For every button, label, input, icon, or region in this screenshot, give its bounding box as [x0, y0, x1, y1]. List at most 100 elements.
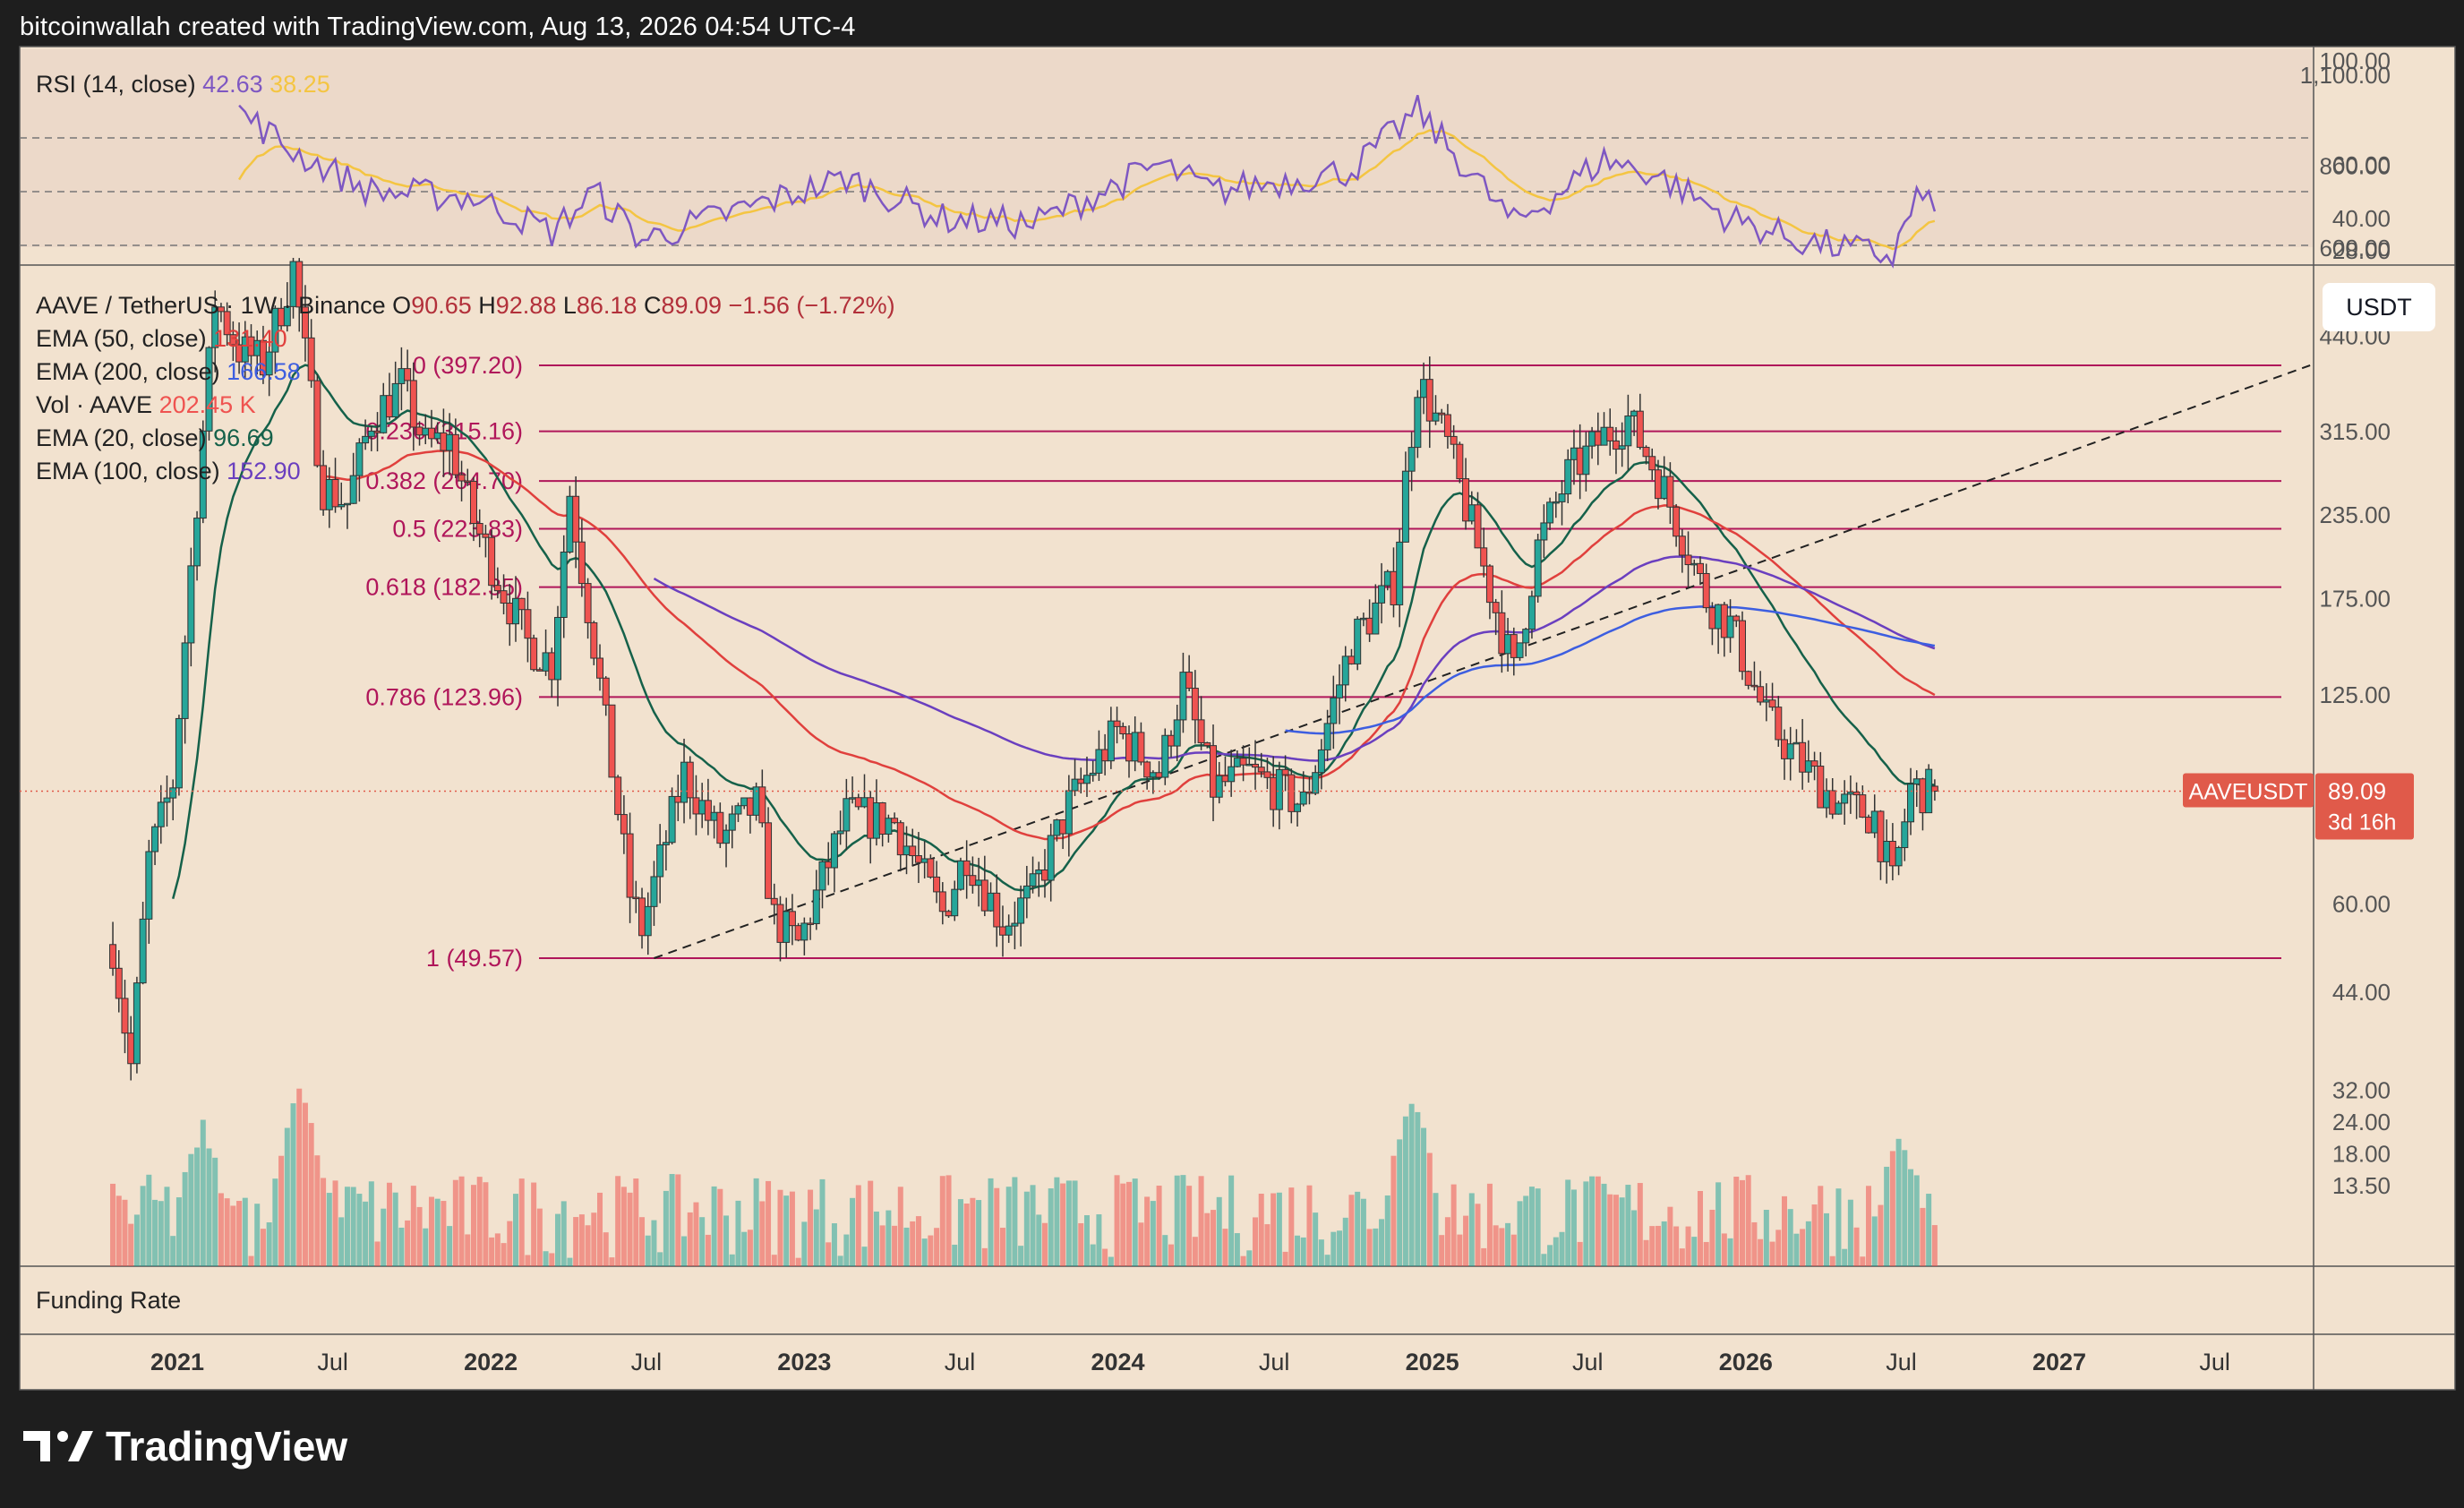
candle: [187, 565, 195, 644]
candle: [1341, 655, 1349, 686]
volume-bar: [416, 1206, 423, 1266]
volume-bar: [945, 1175, 952, 1266]
volume-bar: [1120, 1183, 1126, 1266]
candle: [704, 800, 712, 821]
volume-bar: [1800, 1229, 1806, 1266]
volume-bar: [1300, 1237, 1306, 1266]
volume-bar: [1860, 1256, 1866, 1266]
price-change: −1.56 (−1.72%): [729, 292, 895, 319]
volume-bar: [1895, 1138, 1902, 1266]
volume-bar: [1468, 1193, 1475, 1266]
volume-bar: [597, 1192, 603, 1266]
candle: [157, 801, 165, 827]
candle: [1564, 458, 1572, 495]
volume-bar: [363, 1201, 369, 1266]
candle: [1221, 775, 1229, 783]
candle: [1432, 412, 1440, 422]
volume-bar: [1763, 1209, 1769, 1266]
volume-bar: [609, 1257, 615, 1266]
candle: [1726, 615, 1734, 638]
candle: [788, 911, 796, 927]
rsi-tick-label: 100.00: [2319, 47, 2391, 74]
candle: [493, 585, 501, 592]
candle: [896, 822, 904, 856]
volume-bar: [1222, 1229, 1228, 1266]
x-tick-label: 2024: [1091, 1349, 1144, 1375]
volume-bar: [699, 1217, 706, 1266]
volume-bar: [1463, 1215, 1469, 1266]
candle: [1930, 785, 1938, 793]
volume-bar: [296, 1088, 303, 1266]
ohlc-value: 86.18: [577, 292, 644, 319]
volume-bar: [1168, 1244, 1175, 1266]
candle: [800, 922, 808, 941]
candle: [265, 351, 273, 376]
tradingview-logo[interactable]: TradingView: [23, 1422, 347, 1470]
currency-button[interactable]: USDT: [2323, 283, 2435, 331]
volume-bar: [1125, 1181, 1132, 1266]
volume-bar: [1258, 1194, 1264, 1266]
volume-bar: [146, 1174, 152, 1266]
volume-bar: [1018, 1246, 1024, 1266]
price-tick-label: 44.00: [2332, 979, 2391, 1006]
volume-bar: [133, 1214, 140, 1266]
candle: [1119, 725, 1127, 735]
chart-frame: [19, 46, 2456, 1391]
candle: [825, 861, 833, 869]
indicator-value: 166.58: [227, 358, 301, 385]
volume-bar: [549, 1253, 555, 1266]
candle: [1823, 790, 1831, 809]
candle: [818, 861, 826, 891]
candle: [355, 442, 364, 476]
candle: [1095, 749, 1103, 774]
candle: [1594, 431, 1602, 446]
volume-bar: [573, 1217, 579, 1266]
candle: [909, 845, 917, 857]
volume-bar: [1366, 1229, 1373, 1266]
candle: [548, 652, 556, 681]
volume-bar: [994, 1187, 1000, 1266]
candle: [1510, 634, 1518, 658]
fib-level-label: 0 (397.20): [413, 352, 523, 379]
volume-bar: [1775, 1230, 1782, 1266]
candle: [1029, 873, 1037, 887]
candle: [409, 380, 417, 428]
candle: [686, 761, 694, 799]
volume-bar: [766, 1180, 772, 1266]
volume-bar: [1270, 1193, 1277, 1266]
candle: [1720, 604, 1728, 638]
candle: [993, 892, 1001, 928]
volume-bar: [1703, 1241, 1709, 1266]
volume-bar: [957, 1199, 963, 1266]
candle: [1877, 810, 1885, 862]
ohlc-label: H: [478, 292, 496, 319]
candle: [716, 811, 724, 844]
candle: [1702, 572, 1710, 609]
candle: [1035, 869, 1043, 875]
volume-bar: [843, 1234, 850, 1266]
volume-bar: [711, 1186, 717, 1266]
candle: [1624, 416, 1632, 447]
volume-bar: [1829, 1255, 1835, 1266]
ohlc-value: 92.88: [496, 292, 563, 319]
volume-bar: [489, 1237, 495, 1266]
candle: [1474, 504, 1482, 549]
volume-bar: [543, 1251, 549, 1266]
volume-bar: [242, 1197, 248, 1266]
volume-bar: [1871, 1216, 1878, 1266]
candle: [1576, 447, 1584, 476]
volume-bar: [897, 1187, 903, 1266]
volume-bar: [789, 1191, 795, 1266]
volume-bar: [981, 1247, 988, 1266]
volume-bar: [1510, 1234, 1517, 1266]
volume-bar: [1787, 1209, 1793, 1266]
volume-bar: [1216, 1196, 1222, 1266]
volume-bar: [1793, 1233, 1800, 1266]
candle: [1022, 885, 1031, 899]
candle: [115, 967, 123, 999]
candle: [1540, 522, 1548, 541]
x-tick-label: 2027: [2032, 1349, 2086, 1375]
volume-bar: [1926, 1194, 1932, 1266]
volume-bar: [1805, 1221, 1811, 1266]
